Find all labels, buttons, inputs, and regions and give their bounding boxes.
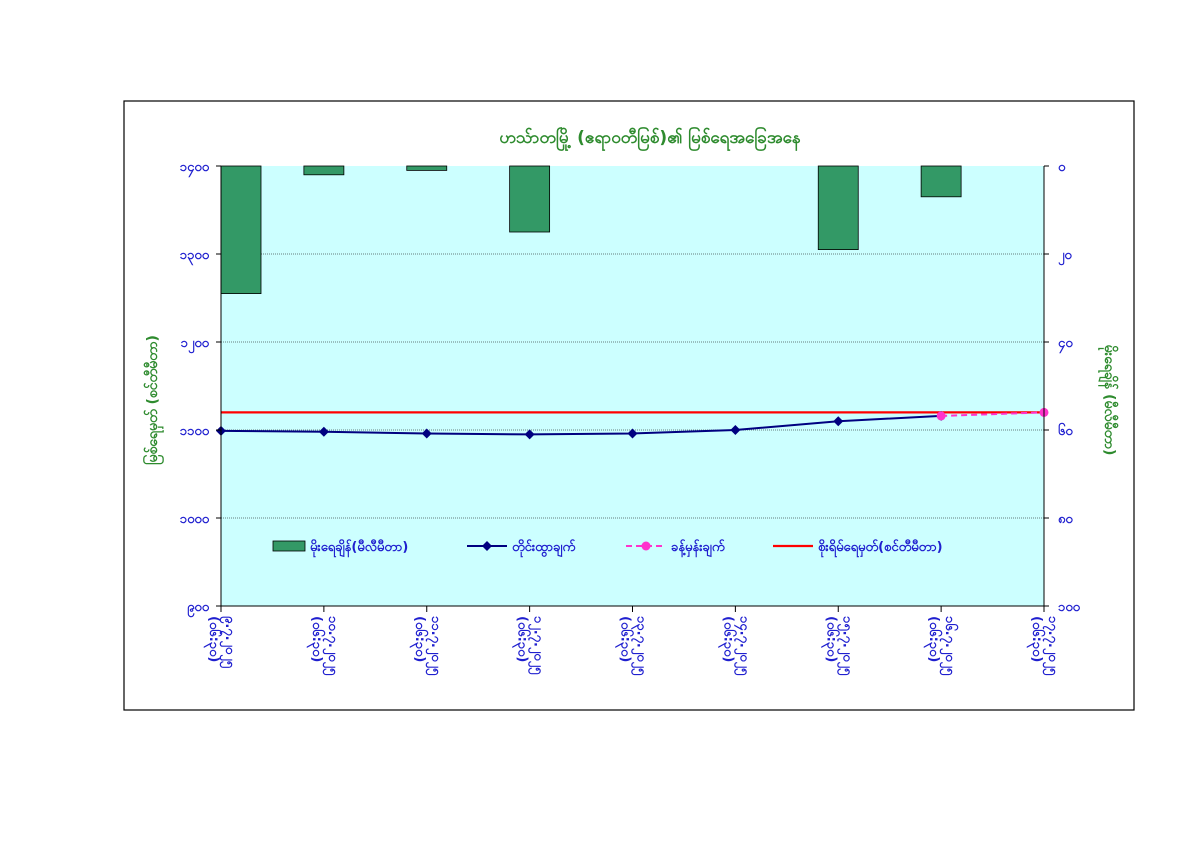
legend-marker	[482, 541, 492, 551]
x-tick-label: ၁၅.၇.၂၀၂၅(၀၆:၃၀)	[820, 616, 854, 676]
legend-label: ခန့်မှန်းချက်	[671, 538, 725, 558]
rain-bar	[509, 165, 551, 233]
x-tick-label-line: (၀၆:၃၀)	[512, 616, 532, 662]
x-tick-label-line: (၀၆:၃၀)	[820, 616, 840, 662]
y-right-tick-label: ၈၀	[1058, 512, 1073, 527]
x-tick-label-line: ၁၀.၇.၂၀၂၅	[322, 616, 340, 676]
y-axis-left-title: မြစ်ရေမှတ် (စင်တီမီတာ)	[143, 335, 164, 465]
observed-point	[318, 426, 329, 437]
rain-bar	[220, 165, 262, 294]
legend-label: စိုးရိမ်ရေမှတ်(စင်တီမီတာ)	[818, 538, 943, 558]
y-left-tick-label: ၁၂၀၀	[181, 336, 210, 354]
x-tick-label-line: ၁၅.၇.၂၀၂၅	[836, 616, 854, 676]
x-tick-label-line: ၁၄.၇.၂၀၂၅	[733, 616, 751, 676]
x-tick-label-line: (၀၆:၃၀)	[717, 616, 737, 662]
observed-point	[627, 428, 638, 439]
rain-bar	[920, 165, 962, 198]
rain-bar	[406, 165, 448, 171]
y-left-tick-label: ၁၀၀၀	[180, 512, 210, 527]
rain-bar	[303, 165, 345, 176]
y-left-tick-label: ၁၃၀၀	[180, 248, 210, 266]
observed-point	[833, 416, 844, 427]
rainfall-bars	[220, 165, 962, 294]
series-lines	[216, 407, 1049, 440]
x-tick-label-line: ၉.၇.၂၀၂၅	[219, 616, 237, 669]
observed-point	[730, 425, 741, 435]
x-tick-label-line: (၀၆:၃၀)	[615, 616, 635, 662]
x-tick-label: ၁၂.၇.၂၀၂၅(၀၆:၃၀)	[512, 616, 546, 675]
x-tick-label: ၁၃.၇.၂၀၂၅(၀၆:၃၀)	[615, 616, 649, 676]
y-left-tick-label: ၁၄၀၀	[180, 160, 210, 178]
x-tick-label: ၁၇.၇.၂၀၂၅(၀၆:၃၀)	[1026, 616, 1060, 676]
y-right-tick-label: ၆၀	[1058, 422, 1073, 439]
y-axis-right-title: မိုးရေချိန် (မီလီမီတာ)	[1098, 345, 1118, 456]
x-tick-label-line: (၀၆:၃၀)	[923, 616, 943, 662]
x-tick-label-line: ၁၇.၇.၂၀၂၅	[1042, 616, 1060, 676]
x-tick-label-line: (၀၆:၃၀)	[203, 616, 223, 662]
y-right-tick-label: ၀	[1058, 160, 1066, 175]
y-right-tick-label: ၁၀၀	[1058, 600, 1081, 615]
x-tick-label-line: (၀၆:၃၀)	[306, 616, 326, 662]
forecast-line	[941, 411, 1045, 417]
x-tick-label-line: ၁၂.၇.၂၀၂၅	[528, 616, 546, 675]
x-tick-label-line: (၀၆:၃၀)	[409, 616, 429, 662]
x-tick-label: ၁၁.၇.၂၀၂၅(၀၆:၃၀)	[409, 616, 443, 676]
x-tick-label: ၁၀.၇.၂၀၂၅(၀၆:၃၀)	[306, 616, 340, 676]
x-tick-label: ၁၆.၇.၂၀၂၅(၀၆:၃၀)	[923, 616, 959, 676]
x-tick-label: ၉.၇.၂၀၂၅(၀၆:၃၀)	[203, 616, 237, 669]
observed-point	[524, 429, 535, 440]
chart-title: ဟသ်ာတမြို့ (ဧရာဝတီမြစ်)၏ မြစ်ရေအခြေအနေ	[499, 125, 800, 152]
forecast-point	[936, 411, 946, 421]
x-tick-label-line: ၁၆.၇.၂၀၂၅	[939, 616, 959, 676]
legend: မိုးရေချိန်(မီလီမီတာ) တိုင်းထွာချက် ခန့်မှ…	[272, 538, 943, 558]
y-left-tick-label: ၉၀၀	[187, 600, 210, 618]
x-tick-label-line: ၁၁.၇.၂၀၂၅	[425, 616, 443, 676]
legend-label: တိုင်းထွာချက်	[512, 538, 575, 558]
legend-label: မိုးရေချိန်(မီလီမီတာ)	[310, 538, 408, 558]
axes	[216, 165, 1049, 612]
x-tick-label-line: ၁၃.၇.၂၀၂၅	[631, 616, 649, 676]
y-left-tick-label: ၁၁၀၀	[180, 424, 210, 439]
x-tick-label-line: (၀၆:၃၀)	[1026, 616, 1046, 662]
y-right-tick-label: ၄၀	[1058, 336, 1073, 354]
legend-marker	[641, 541, 651, 551]
observed-point	[421, 428, 432, 439]
legend-bar-swatch	[272, 540, 306, 552]
plot-area	[221, 166, 1044, 606]
x-tick-label: ၁၄.၇.၂၀၂၅(၀၆:၃၀)	[717, 616, 751, 676]
observed-line	[220, 414, 942, 436]
y-right-tick-label: ၂၀	[1058, 248, 1072, 266]
rain-bar	[817, 165, 859, 250]
